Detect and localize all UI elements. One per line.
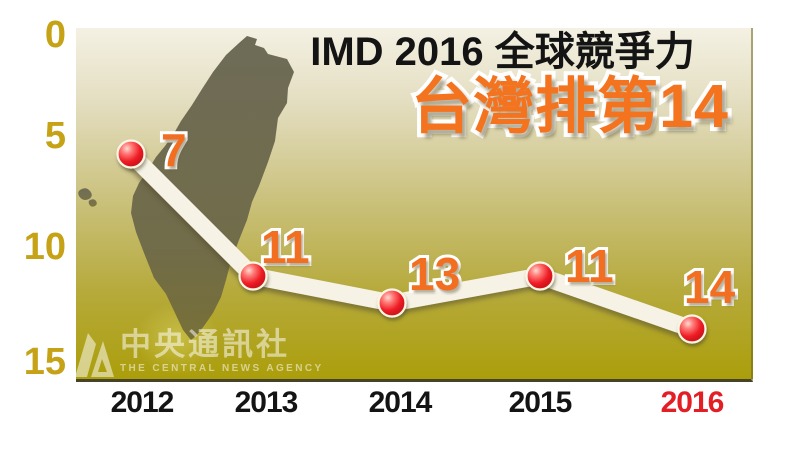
data-points [116, 139, 707, 344]
data-label-2015: 11 [562, 240, 617, 292]
y-axis-tick-15: 15 [23, 341, 66, 383]
data-label-2016: 14 [681, 261, 738, 313]
data-point-2012 [116, 139, 146, 169]
x-axis-label-2013: 2013 [234, 386, 299, 419]
data-point-2013 [238, 261, 268, 291]
data-label-2014: 13 [406, 248, 463, 300]
x-axis-label-2015: 2015 [508, 386, 573, 419]
x-axis-label-2012: 2012 [110, 386, 175, 419]
x-axis-label-2016: 2016 [660, 386, 725, 419]
y-axis-tick-10: 10 [23, 226, 66, 268]
data-label-2012: 7 [158, 124, 190, 176]
chart-title: IMD 2016 全球競爭力 [310, 30, 695, 74]
data-point-2015 [525, 261, 555, 291]
x-axis-label-2014: 2014 [368, 386, 433, 419]
chart-subtitle: 台灣排第14 [407, 70, 732, 142]
data-point-2016 [677, 314, 707, 344]
y-axis-tick-0: 0 [44, 14, 66, 56]
data-label-2013: 11 [258, 221, 313, 273]
penghu-islets [78, 188, 97, 207]
taiwan-island-silhouette [131, 36, 294, 340]
data-point-2014 [377, 288, 407, 318]
y-axis-tick-5: 5 [44, 115, 66, 157]
